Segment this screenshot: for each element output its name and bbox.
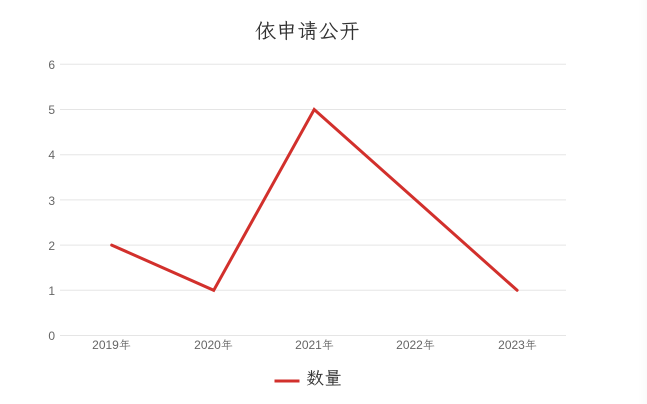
svg-text:数量: 数量 (306, 366, 342, 390)
svg-text:依申请公开: 依申请公开 (255, 16, 360, 44)
